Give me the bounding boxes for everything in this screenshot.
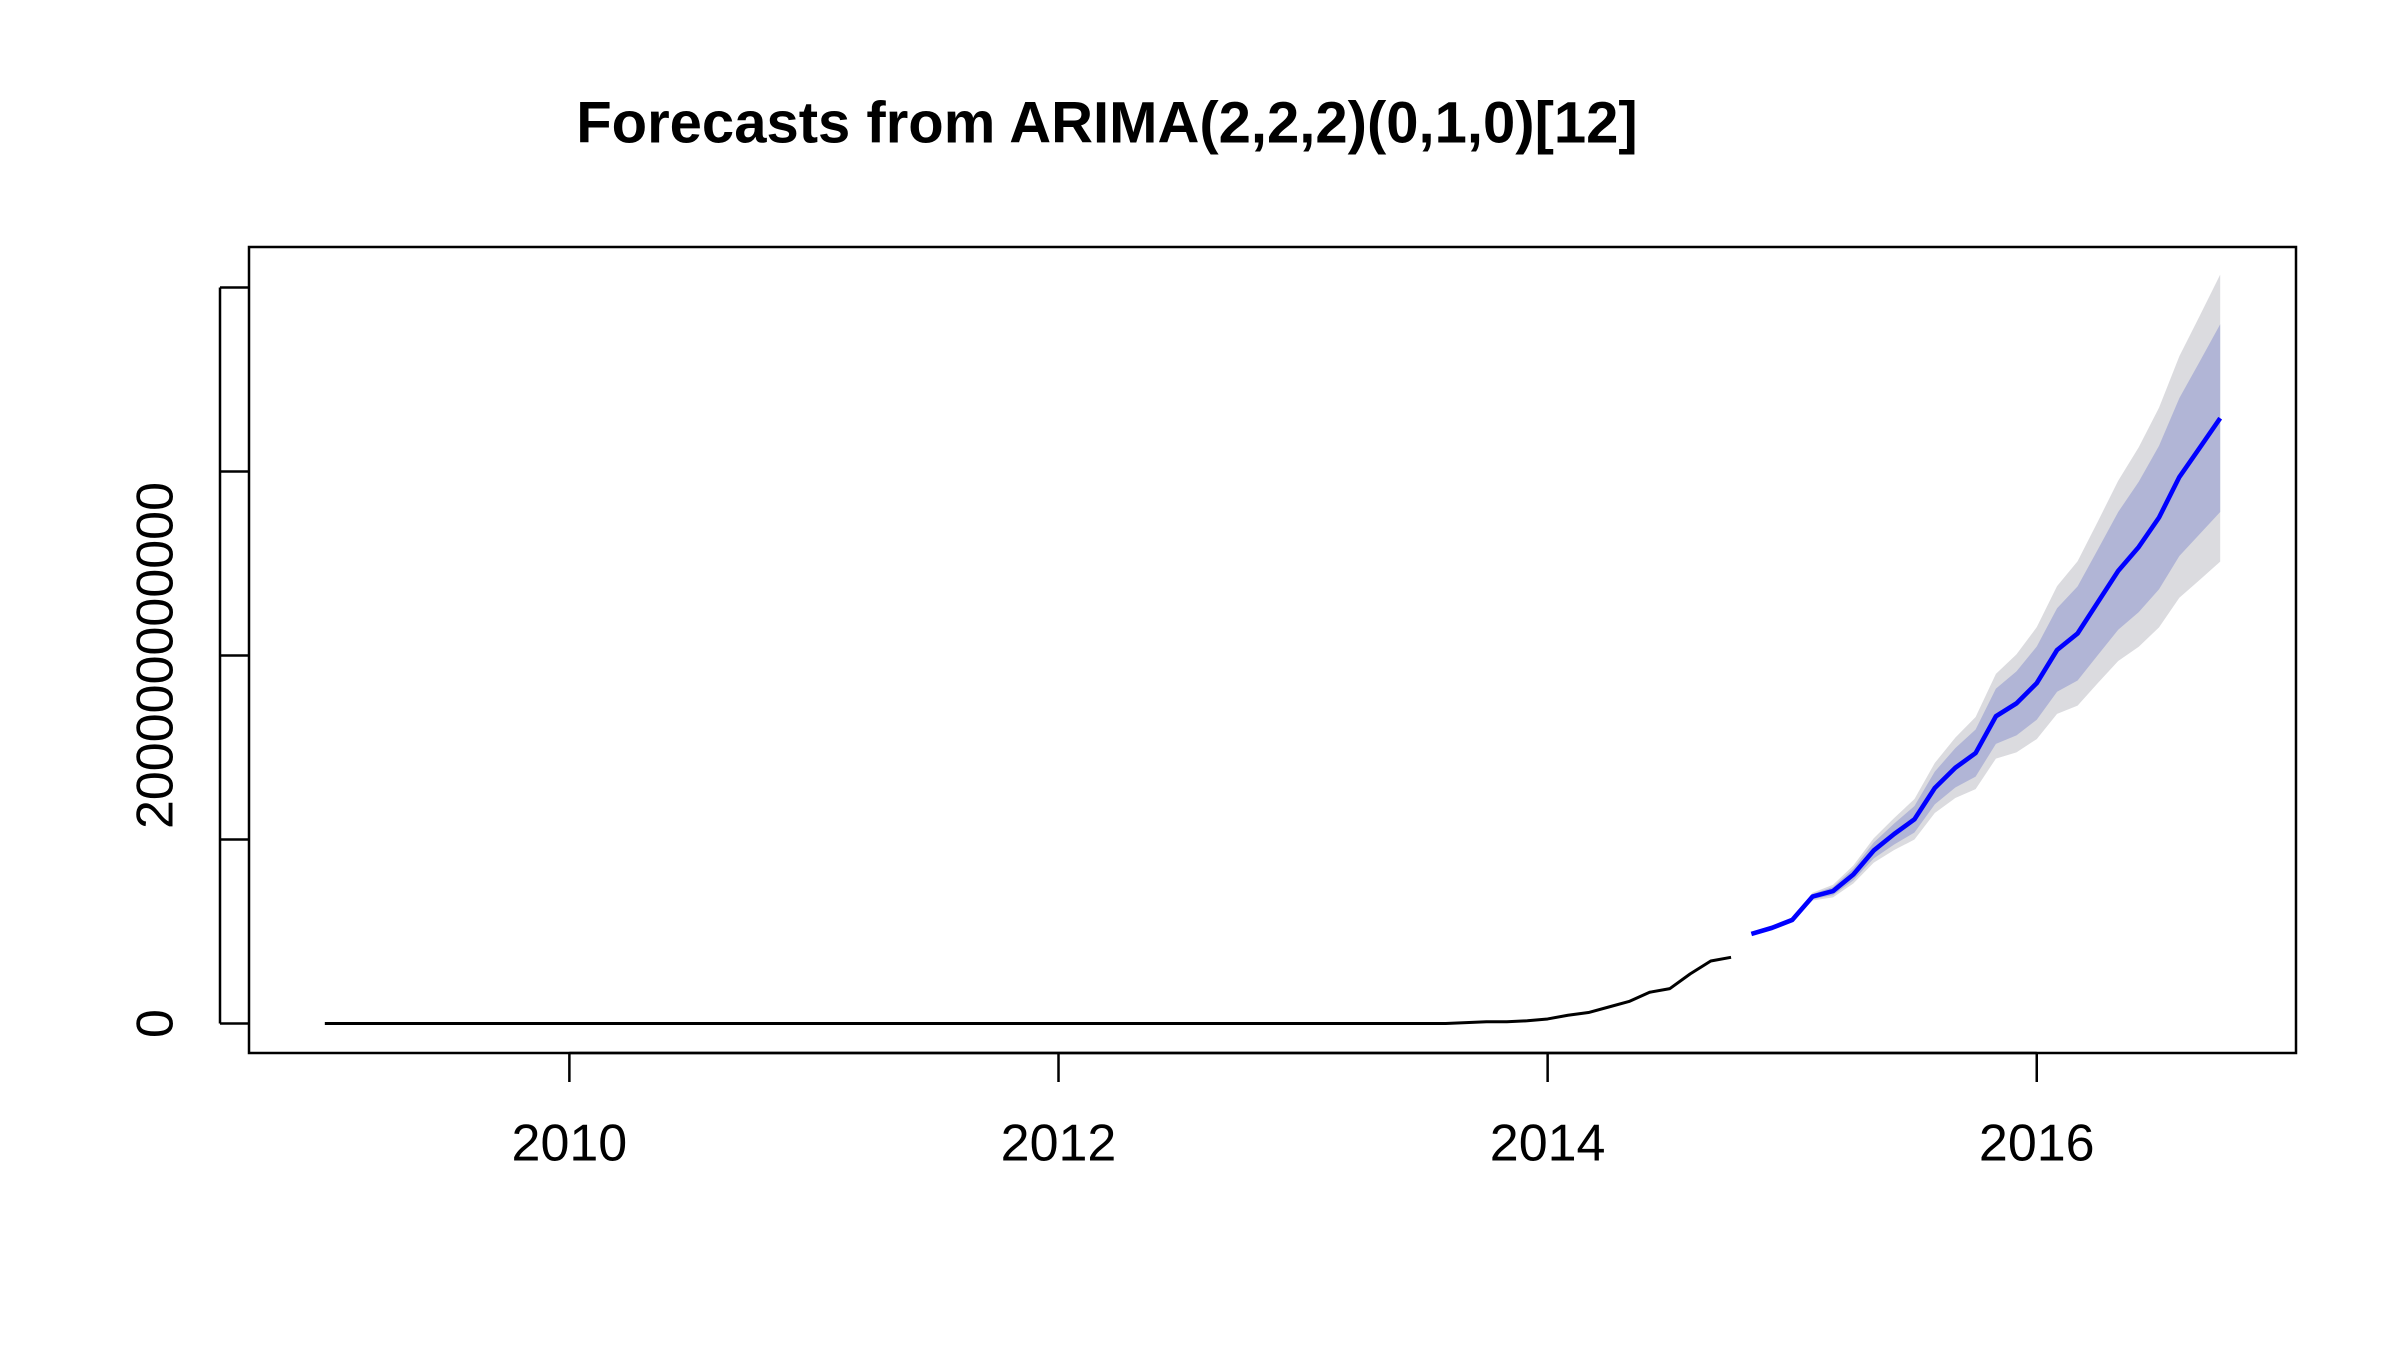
axes: 2010 2012 2014 2016 0 200000000000 bbox=[127, 286, 2095, 1173]
y-tick-label: 200000000000 bbox=[127, 482, 185, 829]
x-tick-label: 2016 bbox=[1979, 1115, 2095, 1173]
series-lines bbox=[324, 416, 2223, 1026]
prediction-band bbox=[1751, 274, 2221, 935]
plot-frame bbox=[247, 245, 2298, 1055]
forecast-line bbox=[1750, 416, 2223, 937]
y-tick-label: 0 bbox=[127, 1009, 185, 1038]
x-tick-label: 2012 bbox=[1001, 1115, 1117, 1173]
chart-title: Forecasts from ARIMA(2,2,2)(0,1,0)[12] bbox=[576, 90, 1637, 155]
history-line bbox=[324, 955, 1732, 1026]
forecast-bands bbox=[1751, 274, 2221, 935]
x-tick-label: 2010 bbox=[512, 1115, 628, 1173]
x-tick-label: 2014 bbox=[1490, 1115, 1606, 1173]
